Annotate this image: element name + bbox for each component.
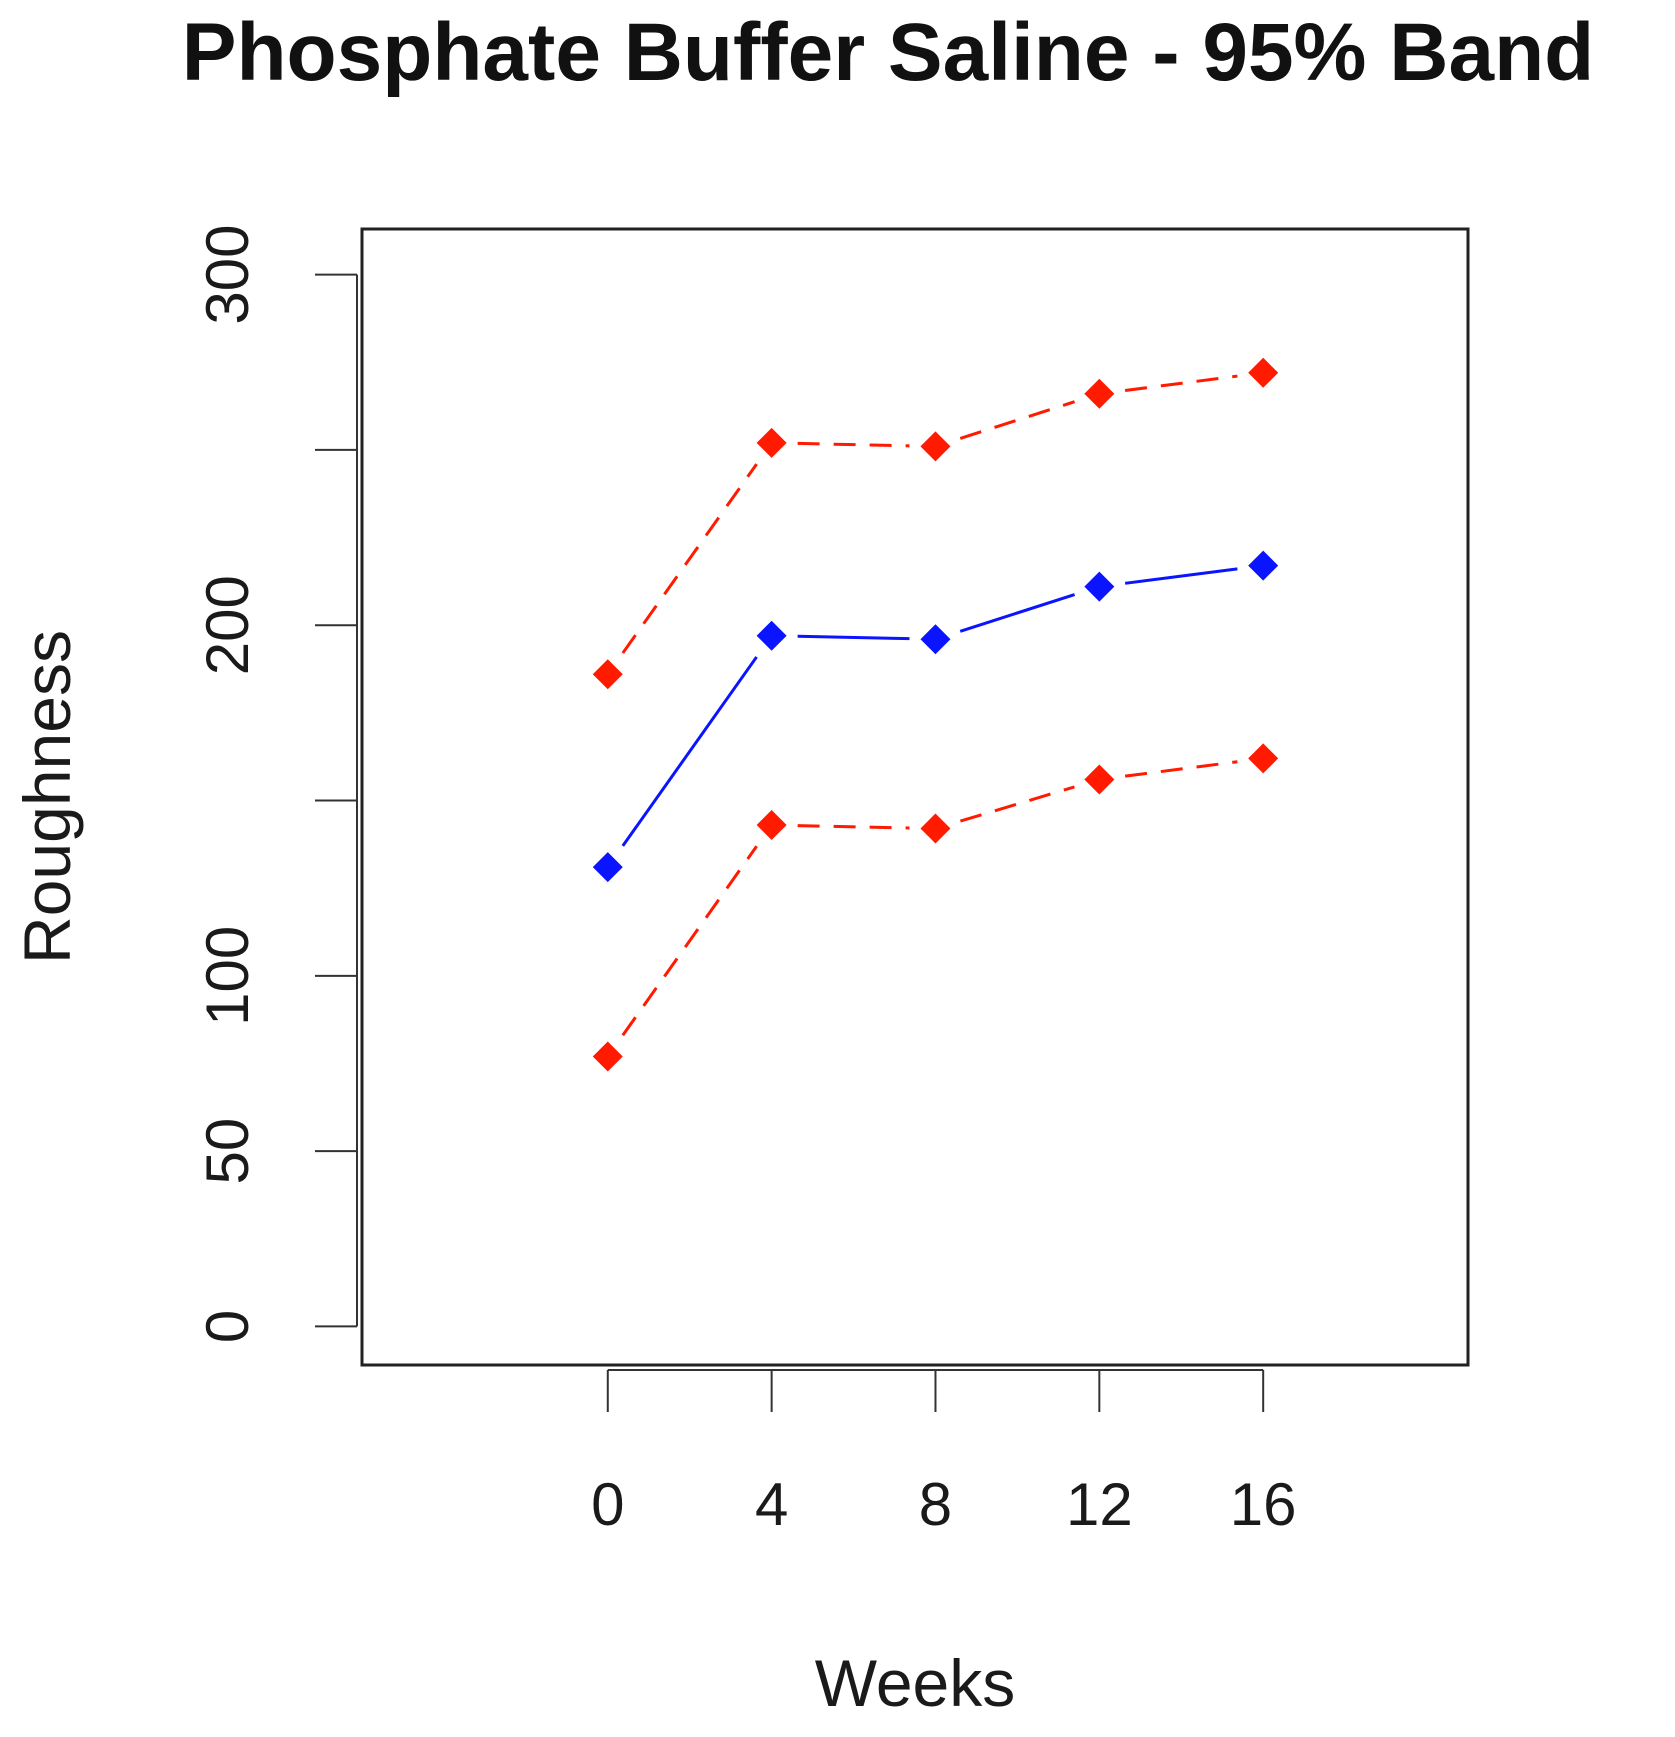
plot-frame (360, 227, 1470, 1367)
series-center-point (1248, 550, 1279, 581)
series-lower-point (756, 810, 787, 841)
series-lower-segment (959, 785, 1075, 823)
y-tick-label: 0 (194, 1310, 261, 1343)
series-upper-point (592, 659, 623, 690)
series-lower-point (592, 1041, 623, 1072)
x-axis-label: Weeks (815, 1646, 1016, 1720)
y-tick-label: 200 (194, 575, 261, 675)
chart-title: Phosphate Buffer Saline - 95% Band (182, 7, 1595, 98)
series-lower-point (1084, 764, 1115, 795)
series-upper-segment (797, 441, 910, 448)
y-axis: 0 50 100 200 300 (194, 225, 358, 1343)
series-upper-point (1084, 378, 1115, 409)
y-axis-label: Roughness (10, 630, 84, 964)
series-center-point (592, 852, 623, 883)
series-upper-point (756, 427, 787, 458)
x-tick-label: 4 (755, 1471, 788, 1538)
series-upper-point (920, 431, 951, 462)
y-tick-label: 50 (194, 1118, 261, 1185)
x-tick-label: 0 (591, 1471, 624, 1538)
series-lower-point (920, 813, 951, 844)
series-center-point (920, 624, 951, 655)
series-center-segment (621, 656, 758, 847)
series-lower-segment (797, 824, 910, 830)
series-lower-segment (1124, 760, 1238, 778)
series-upper-segment (959, 400, 1076, 440)
x-tick-label: 16 (1230, 1471, 1297, 1538)
series-lower-point (1248, 743, 1279, 774)
series-upper-segment (1124, 374, 1238, 392)
series-lower-segment (621, 845, 758, 1037)
series-upper-point (1248, 357, 1279, 388)
x-axis: 0 4 8 12 16 (591, 1369, 1297, 1538)
y-tick-label: 300 (194, 225, 261, 325)
y-tick-label: 100 (194, 926, 261, 1026)
series-layer (592, 357, 1279, 1072)
series-center-segment (959, 593, 1076, 633)
x-tick-label: 12 (1066, 1471, 1133, 1538)
series-center-point (756, 620, 787, 651)
x-tick-label: 8 (919, 1471, 952, 1538)
series-center-segment (797, 634, 910, 641)
series-center-segment (1124, 567, 1238, 585)
series-center-point (1084, 571, 1115, 602)
series-upper-segment (621, 463, 758, 654)
